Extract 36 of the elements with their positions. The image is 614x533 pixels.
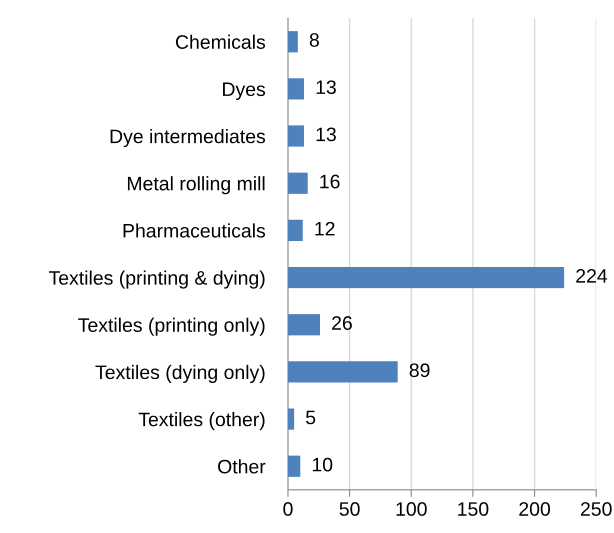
y-tick-label: Chemicals (176, 34, 266, 49)
x-tick-label: 100 (396, 502, 427, 516)
x-tick-label: 50 (340, 502, 360, 516)
bar (288, 361, 398, 383)
data-label: 16 (320, 174, 340, 188)
y-tick-label: Textiles (printing & dying) (48, 270, 265, 289)
bar (288, 31, 298, 52)
data-label: 26 (332, 316, 352, 330)
data-label: 13 (316, 80, 336, 94)
data-label: 5 (306, 410, 316, 424)
data-label: 224 (576, 269, 608, 283)
y-tick-label: Textiles (dying only) (95, 364, 265, 383)
data-label: 12 (315, 222, 335, 236)
data-label: 89 (410, 363, 430, 378)
bar (288, 456, 300, 477)
y-tick-label: Textiles (printing only) (78, 318, 265, 336)
bar (288, 78, 304, 100)
y-tick-label: Other (218, 459, 266, 474)
y-tick-label: Dye intermediates (110, 129, 266, 148)
bar (288, 266, 564, 288)
x-tick-label: 0 (283, 502, 293, 516)
bar (288, 172, 308, 194)
x-tick-label: 200 (519, 502, 550, 516)
data-label: 10 (312, 458, 332, 472)
data-label: 13 (316, 128, 336, 142)
y-tick-label: Textiles (other) (138, 412, 265, 430)
bar (288, 220, 303, 242)
bar (288, 125, 304, 147)
y-tick-label: Pharmaceuticals (124, 223, 266, 238)
x-tick-label: 150 (458, 502, 488, 516)
bar (288, 314, 320, 336)
y-tick-label: Metal rolling mill (128, 176, 264, 194)
y-tick-label: Dyes (223, 82, 266, 100)
x-tick-label: 250 (580, 502, 612, 516)
data-label: 8 (310, 33, 319, 47)
bar (288, 408, 294, 430)
